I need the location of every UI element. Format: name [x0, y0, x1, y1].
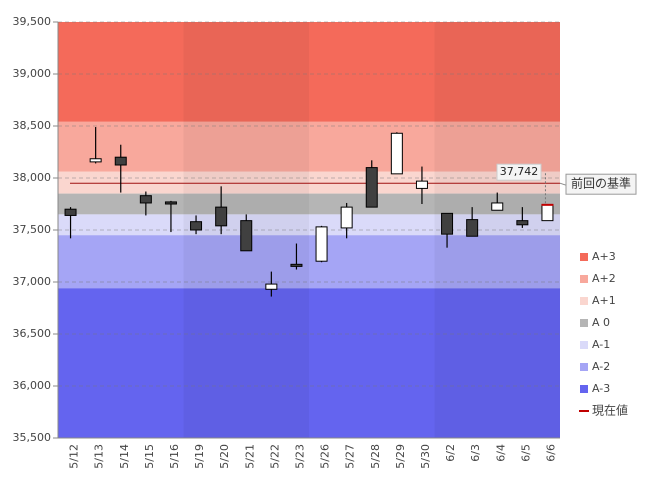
candle-body [190, 221, 203, 231]
reference-label: 前回の基準 [571, 176, 631, 191]
legend-swatch [580, 275, 588, 283]
legend-swatch [580, 253, 588, 261]
x-tick-label: 5/19 [193, 444, 206, 469]
week-shade [434, 22, 560, 438]
zone [58, 193, 560, 215]
reference-connector [559, 182, 567, 186]
candle-body [415, 180, 428, 189]
legend-label: A+2 [592, 272, 616, 285]
legend-swatch [580, 363, 588, 371]
x-tick-label: 5/12 [68, 444, 81, 469]
zone [58, 171, 560, 194]
candle-body [441, 212, 454, 235]
x-tick-label: 5/15 [143, 444, 156, 469]
candle-body [340, 206, 353, 229]
candle-body [215, 206, 228, 227]
legend-label: A+3 [592, 250, 616, 263]
x-tick-label: 5/20 [218, 444, 231, 469]
zone [58, 235, 560, 289]
y-tick-label: 37,000 [13, 275, 52, 288]
y-tick-label: 37,500 [13, 223, 52, 236]
candle-body [290, 263, 303, 267]
legend-label: A-2 [592, 360, 610, 373]
x-tick-label: 6/4 [494, 444, 507, 462]
candle-body [315, 226, 328, 262]
candle-body [114, 156, 127, 166]
candle-body [491, 202, 504, 211]
candle-body [516, 220, 529, 226]
x-tick-label: 5/16 [168, 444, 181, 469]
x-tick-label: 6/6 [544, 444, 557, 462]
candle-body [164, 201, 177, 205]
zone [58, 22, 560, 122]
current-value-box [496, 163, 542, 181]
zone [58, 288, 560, 438]
x-tick-label: 5/28 [369, 444, 382, 469]
legend-label: 現在値 [592, 403, 628, 418]
x-tick-label: 5/22 [268, 444, 281, 469]
x-tick-label: 5/29 [394, 444, 407, 469]
x-tick-label: 5/30 [419, 444, 432, 469]
legend-label: A 0 [592, 316, 610, 329]
candle-body [365, 167, 378, 208]
y-tick-label: 38,000 [13, 171, 52, 184]
candle-body [466, 219, 479, 237]
candle-body [390, 132, 403, 175]
zone [58, 214, 560, 236]
x-tick-label: 5/23 [293, 444, 306, 469]
reference-label-box [565, 173, 637, 195]
legend-swatch [580, 297, 588, 305]
legend-label: A+1 [592, 294, 616, 307]
x-tick-label: 6/2 [444, 444, 457, 462]
current-value-label: 37,742 [500, 165, 539, 178]
y-tick-label: 35,500 [13, 431, 52, 444]
legend-label: A-1 [592, 338, 610, 351]
x-tick-label: 5/26 [319, 444, 332, 469]
candle-body [139, 195, 152, 204]
candle-body [89, 158, 102, 163]
legend-swatch [580, 385, 588, 393]
zone [58, 121, 560, 172]
x-tick-label: 5/21 [243, 444, 256, 469]
x-tick-label: 5/27 [344, 444, 357, 469]
y-tick-label: 39,500 [13, 15, 52, 28]
legend-swatch [580, 341, 588, 349]
legend-swatch [580, 319, 588, 327]
y-tick-label: 38,500 [13, 119, 52, 132]
y-tick-label: 36,000 [13, 379, 52, 392]
legend-label: A-3 [592, 382, 610, 395]
y-tick-label: 36,500 [13, 327, 52, 340]
x-tick-label: 6/3 [469, 444, 482, 462]
candle-body [265, 283, 278, 290]
x-tick-label: 5/14 [118, 444, 131, 469]
candle-body [64, 208, 77, 216]
x-tick-label: 6/5 [519, 444, 532, 462]
y-tick-label: 39,000 [13, 67, 52, 80]
candle-body [541, 204, 554, 222]
x-tick-label: 5/13 [93, 444, 106, 469]
candle-body [240, 220, 253, 252]
